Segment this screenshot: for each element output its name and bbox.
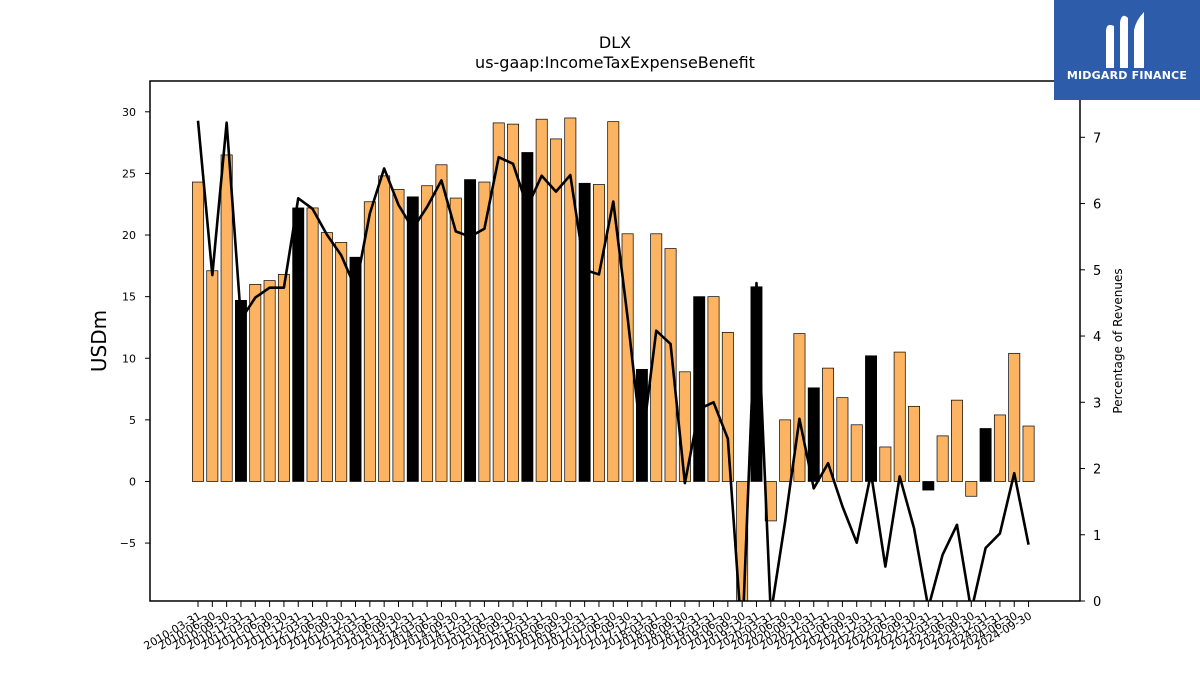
- bar: [779, 419, 792, 482]
- bar: [492, 122, 505, 482]
- bar: [850, 424, 863, 482]
- y2-tick-label: 3: [1093, 396, 1101, 411]
- y2-axis-label: Percentage of Revenues: [1111, 268, 1125, 413]
- bar: [936, 435, 949, 482]
- y-tick-label: 25: [122, 167, 136, 180]
- bar: [521, 152, 534, 482]
- y2-tick-label: 2: [1093, 463, 1101, 478]
- bar: [363, 201, 376, 482]
- bar: [507, 123, 519, 482]
- y2-tick-label: 0: [1093, 595, 1101, 610]
- bar: [550, 138, 562, 482]
- bar: [822, 367, 835, 482]
- y-axis-label: USDm: [87, 310, 111, 372]
- plot-frame: [149, 80, 1081, 602]
- bar-series: [192, 117, 1035, 601]
- bar: [1022, 425, 1035, 482]
- chart-subtitle: us-gaap:IncomeTaxExpenseBenefit: [475, 53, 755, 72]
- bar: [406, 196, 419, 482]
- logo-text: MIDGARD FINANCE: [1066, 69, 1188, 82]
- bar: [965, 481, 978, 497]
- bar: [993, 414, 1006, 482]
- bar: [192, 181, 204, 482]
- bar: [392, 189, 405, 482]
- bar: [1008, 352, 1021, 482]
- bar: [650, 233, 663, 482]
- bar: [235, 299, 247, 482]
- bar: [449, 197, 462, 482]
- bar: [564, 117, 577, 482]
- line-series: [196, 120, 1030, 601]
- bar: [807, 387, 820, 482]
- bar: [693, 296, 706, 482]
- y-tick-label: 30: [122, 106, 136, 119]
- bar: [464, 179, 477, 482]
- bar: [378, 175, 391, 482]
- y-tick-label: 10: [122, 352, 136, 365]
- y2-tick-label: 1: [1093, 529, 1101, 544]
- bar: [306, 207, 319, 482]
- line-path: [196, 120, 1030, 601]
- bar: [578, 182, 591, 482]
- bar: [607, 121, 620, 482]
- bar: [478, 181, 491, 482]
- bar: [435, 164, 448, 482]
- bar: [879, 446, 892, 482]
- y2-tick-label: 5: [1093, 264, 1101, 279]
- bar: [263, 280, 276, 482]
- y-tick-label: 5: [129, 414, 136, 427]
- bar: [664, 248, 677, 482]
- bar: [979, 428, 992, 482]
- bar: [249, 283, 262, 482]
- bar: [320, 232, 333, 482]
- bar: [335, 242, 348, 482]
- bar: [865, 355, 877, 482]
- bar: [277, 274, 290, 482]
- bar: [635, 368, 648, 482]
- bar: [292, 207, 305, 482]
- y-axis-left: −5 0 5 10 15 20 25 30: [120, 106, 150, 550]
- chart-title: DLX: [599, 33, 631, 52]
- y-tick-label: 15: [122, 291, 136, 304]
- bar: [908, 405, 920, 482]
- logo-mark-icon: [1106, 12, 1144, 68]
- bar: [793, 333, 806, 482]
- bar: [721, 332, 734, 482]
- bar: [535, 118, 548, 482]
- y2-tick-label: 7: [1093, 131, 1101, 146]
- y-tick-label: 0: [129, 475, 136, 488]
- y-axis-right: 0 1 2 3 4 5 6 7: [1080, 131, 1101, 610]
- y2-tick-label: 4: [1093, 330, 1101, 345]
- y2-tick-label: 6: [1093, 198, 1101, 213]
- y-tick-label: 20: [122, 229, 136, 242]
- bar: [220, 154, 233, 482]
- bar: [206, 270, 219, 482]
- bar: [836, 397, 849, 482]
- bar: [593, 184, 605, 482]
- x-axis: 2010-03-312010-06-302010-09-302010-12-31…: [142, 601, 1034, 653]
- logo-badge: MIDGARD FINANCE: [1054, 0, 1200, 100]
- bar: [421, 185, 434, 482]
- bar: [922, 481, 935, 491]
- y-tick-label: −5: [120, 537, 136, 550]
- bar: [951, 399, 963, 482]
- bar: [349, 256, 362, 482]
- bar: [707, 296, 720, 482]
- bar: [893, 351, 906, 482]
